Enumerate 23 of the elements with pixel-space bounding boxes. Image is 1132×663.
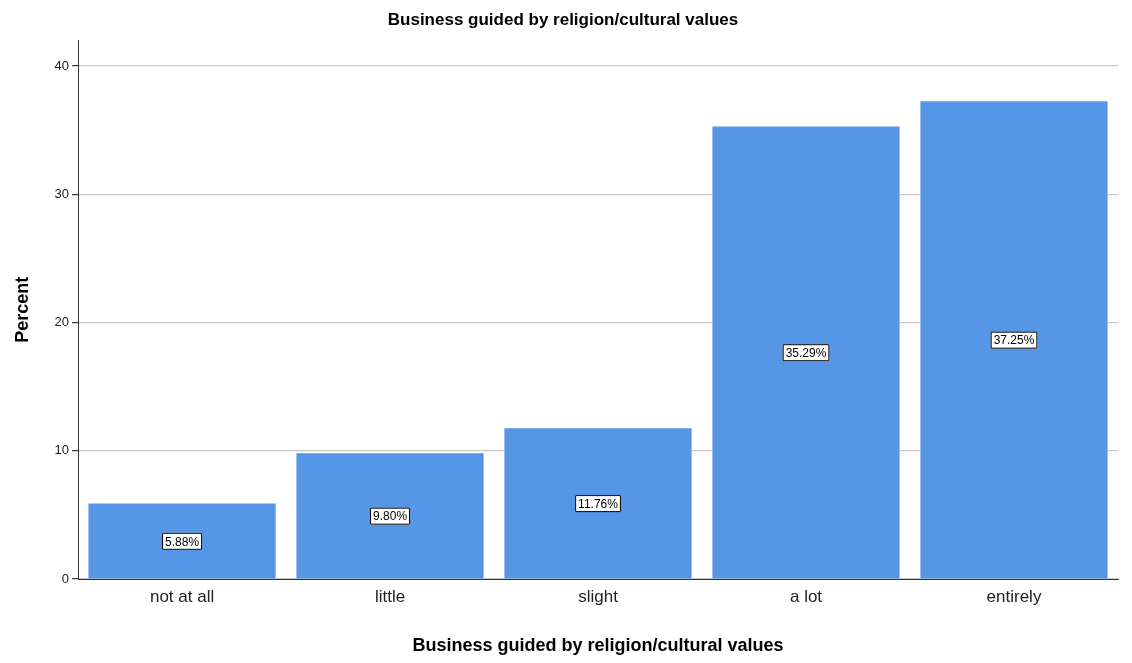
bar bbox=[920, 101, 1108, 579]
x-tick-label: little bbox=[374, 586, 406, 606]
data-label: 11.76% bbox=[578, 496, 619, 511]
bar bbox=[296, 453, 484, 579]
data-label: 9.80% bbox=[373, 509, 408, 524]
data-label: 5.88% bbox=[165, 534, 200, 549]
y-tick-label: 40 bbox=[54, 57, 70, 73]
data-label: 35.29% bbox=[785, 346, 827, 361]
y-tick-label: 10 bbox=[54, 442, 70, 458]
chart-title: Business guided by religion/cultural values bbox=[387, 9, 739, 29]
x-tick-label: slight bbox=[578, 586, 619, 606]
bar bbox=[88, 503, 276, 579]
y-tick-label: 0 bbox=[61, 570, 70, 586]
data-label: 37.25% bbox=[993, 333, 1035, 348]
y-axis-title: Percent bbox=[11, 276, 32, 343]
x-tick-label: a lot bbox=[789, 586, 823, 606]
x-tick-label: entirely bbox=[986, 586, 1042, 606]
x-axis-title: Business guided by religion/cultural values bbox=[412, 635, 784, 656]
y-tick-label: 20 bbox=[54, 314, 70, 330]
y-tick-label: 30 bbox=[54, 185, 70, 201]
bar bbox=[504, 428, 692, 579]
x-tick-label: not at all bbox=[149, 586, 215, 606]
bar bbox=[712, 126, 900, 579]
